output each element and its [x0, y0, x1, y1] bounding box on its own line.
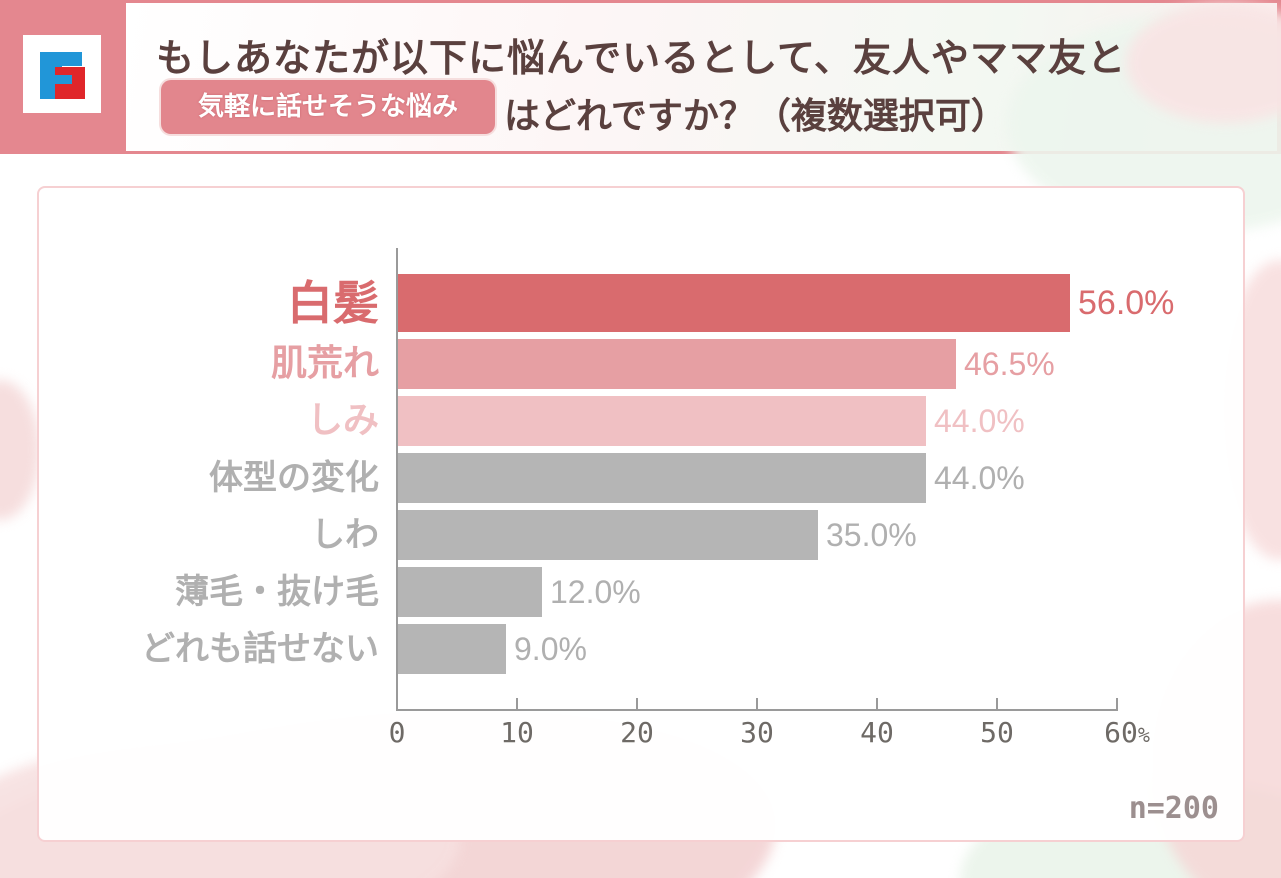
bar-row: 白髪 56.0%	[39, 274, 1243, 332]
value-label: 56.0%	[1078, 284, 1175, 322]
x-tick-label: 20	[620, 716, 654, 749]
bar-row: どれも話せない 9.0%	[39, 624, 1243, 674]
question-title-line1: もしあなたが以下に悩んでいるとして、友人やママ友と	[156, 36, 1127, 80]
x-tick-label: 60%	[1104, 716, 1150, 749]
x-tick-label: 50	[980, 716, 1014, 749]
x-tick-label: 40	[860, 716, 894, 749]
bar	[398, 396, 926, 446]
bar	[398, 453, 926, 503]
bar-chart: 0 10 20 30 40 50 60% 白髪 56.0% 肌荒れ 46.5% しみ 44.0% 体型の…	[39, 188, 1243, 840]
bar	[398, 510, 818, 560]
value-label: 44.0%	[934, 403, 1025, 439]
value-label: 46.5%	[964, 346, 1055, 382]
x-tick	[756, 698, 758, 710]
x-axis	[396, 709, 1118, 711]
bar	[398, 274, 1070, 332]
watercolor-background	[1126, 3, 1281, 123]
value-label: 12.0%	[550, 574, 641, 610]
category-label: 薄毛・抜け毛	[175, 572, 379, 612]
x-unit-label: %	[1137, 723, 1150, 747]
bar-row: しわ 35.0%	[39, 510, 1243, 560]
sample-size-label: n=200	[1128, 791, 1219, 826]
bar	[398, 567, 542, 617]
x-tick	[636, 698, 638, 710]
x-tick	[516, 698, 518, 710]
category-label: しみ	[306, 400, 379, 441]
category-label: どれも話せない	[141, 629, 379, 669]
x-tick	[396, 698, 398, 710]
x-tick-label: 0	[388, 716, 406, 749]
value-label: 9.0%	[514, 631, 587, 667]
category-label: 肌荒れ	[270, 343, 379, 384]
bar-row: 肌荒れ 46.5%	[39, 339, 1243, 389]
value-label: 44.0%	[934, 460, 1025, 496]
bar-row: 薄毛・抜け毛 12.0%	[39, 567, 1243, 617]
ff-logo-icon	[23, 35, 101, 113]
x-tick-label: 30	[740, 716, 774, 749]
x-tick-label: 10	[500, 716, 534, 749]
category-label: 体型の変化	[209, 458, 379, 498]
question-highlight-badge: 気軽に話せそうな悩み	[161, 80, 495, 134]
bar-row: しみ 44.0%	[39, 396, 1243, 446]
question-title-line2: はどれですか？（複数選択可）	[504, 96, 1007, 137]
y-axis	[396, 248, 398, 711]
x-tick	[876, 698, 878, 710]
x-tick	[1116, 698, 1118, 710]
header-band: もしあなたが以下に悩んでいるとして、友人やママ友と 気軽に話せそうな悩み はどれ…	[0, 0, 1281, 233]
chart-card: 0 10 20 30 40 50 60% 白髪 56.0% 肌荒れ 46.5% しみ 44.0% 体型の…	[37, 186, 1245, 842]
bar-row: 体型の変化 44.0%	[39, 453, 1243, 503]
x-tick	[996, 698, 998, 710]
category-label: しわ	[311, 515, 379, 555]
title-panel: もしあなたが以下に悩んでいるとして、友人やママ友と 気軽に話せそうな悩み はどれ…	[126, 3, 1281, 233]
bar	[398, 339, 956, 389]
category-label: 白髪	[287, 276, 379, 330]
watercolor-background	[0, 380, 40, 520]
value-label: 35.0%	[826, 517, 917, 553]
bar	[398, 624, 506, 674]
